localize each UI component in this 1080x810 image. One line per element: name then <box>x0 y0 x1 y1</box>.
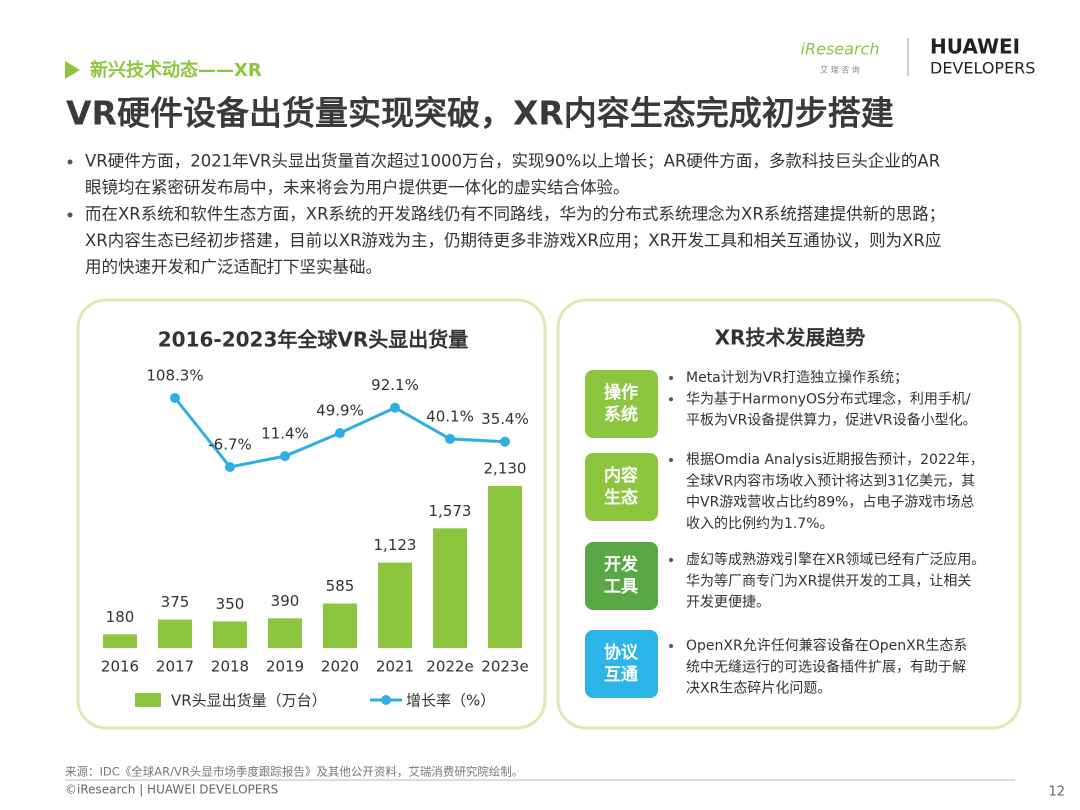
bullet-text: XR内容生态已经初步搭建，目前以XR游戏为主，仍期待更多非游戏XR应用；XR开发… <box>85 231 941 250</box>
bar-value-label: 350 <box>216 595 245 613</box>
bar <box>488 486 522 648</box>
trend-badge <box>585 453 658 521</box>
trend-badge-label: 内容 <box>604 465 638 486</box>
logo-partner-sub: DEVELOPERS <box>930 59 1035 78</box>
trend-badge-label: 协议 <box>604 642 639 663</box>
trend-bullet-text: 华为基于HarmonyOS分布式理念，利用手机/ <box>686 390 971 407</box>
x-tick-label: 2018 <box>211 658 249 676</box>
trend-bullet-dot <box>669 458 673 462</box>
legend-swatch <box>135 693 161 707</box>
bar <box>433 528 467 648</box>
trend-bullet-text: Meta计划为VR打造独立操作系统； <box>686 369 908 386</box>
trend-badge-label: 开发 <box>604 554 639 575</box>
x-tick-label: 2017 <box>156 658 194 676</box>
bar-value-label: 180 <box>106 608 135 626</box>
bar-value-label: 585 <box>326 577 355 595</box>
bar-value-label: 1,573 <box>429 502 472 520</box>
trend-badge-label: 互通 <box>604 665 638 685</box>
growth-point <box>280 451 290 462</box>
trend-bullet-dot <box>669 558 673 562</box>
trend-bullet-text: 统中无缝运行的可选设备插件扩展，有助于解 <box>686 658 966 675</box>
growth-value-label: 108.3% <box>146 367 203 385</box>
growth-point <box>500 436 510 447</box>
trend-badge-label: 工具 <box>604 577 638 597</box>
bullet-text: 用的快速开发和广泛适配打下坚实基础。 <box>85 258 382 277</box>
growth-value-label: 49.9% <box>316 402 364 420</box>
x-tick-label: 2016 <box>101 658 139 676</box>
bullet-text: VR硬件方面，2021年VR头显出货量首次超过1000万台，实现90%以上增长；… <box>85 152 940 171</box>
trend-bullet-dot <box>669 644 673 648</box>
growth-point <box>225 462 235 472</box>
trend-badge-label: 系统 <box>604 404 638 425</box>
x-tick-label: 2020 <box>321 658 359 676</box>
section-label: 新兴技术动态——XR <box>90 59 262 81</box>
x-tick-label: 2021 <box>376 658 414 676</box>
bar-value-label: 2,130 <box>484 460 527 478</box>
trend-bullet-text: 平板为VR设备提供算力，促进VR设备小型化。 <box>686 412 977 429</box>
page-title: VR硬件设备出货量实现突破，XR内容生态完成初步搭建 <box>66 94 894 133</box>
legend-label: 增长率（%） <box>406 692 495 710</box>
trend-bullet-text: 中VR游戏营收占比约89%，占电子游戏市场总 <box>686 494 974 511</box>
bar-value-label: 390 <box>271 592 300 610</box>
trend-bullet-text: 全球VR内容市场收入预计将达到31亿美元，其 <box>686 472 975 489</box>
trend-bullet-text: 根据Omdia Analysis近期报告预计，2022年， <box>686 452 984 468</box>
x-tick-label: 2019 <box>266 658 304 676</box>
bullet-text: 而在XR系统和软件生态方面，XR系统的开发路线仍有不同路线，华为的分布式系统理念… <box>85 204 945 224</box>
bar <box>378 562 412 648</box>
page-number: 12 <box>1048 785 1065 800</box>
trend-bullet-dot <box>669 376 673 380</box>
bar <box>213 621 247 648</box>
trend-bullet-text: 华为等厂商专门为XR提供开发的工具，让相关 <box>686 572 971 589</box>
growth-value-label: 11.4% <box>261 425 309 443</box>
chart-title: 2016-2023年全球VR头显出货量 <box>158 328 469 352</box>
bar <box>103 634 137 648</box>
trend-bullet-text: 虚幻等成熟游戏引擎在XR领域已经有广泛应用。 <box>686 551 985 568</box>
trends-panel <box>556 298 1022 730</box>
growth-point <box>445 433 455 444</box>
bar-value-label: 1,123 <box>374 536 417 554</box>
logo-brand: iResearch <box>801 40 880 59</box>
trend-bullet-text: 收入的比例约为1.7%。 <box>686 516 834 532</box>
legend-point <box>381 695 391 705</box>
growth-value-label: -6.7% <box>208 436 252 454</box>
trend-badge-label: 操作 <box>604 382 638 403</box>
logo-partner: HUAWEI <box>930 35 1020 59</box>
x-tick-label: 2023e <box>481 658 528 676</box>
trend-bullet-text: OpenXR允许任何兼容设备在OpenXR生态系 <box>686 637 967 654</box>
bullet-dot <box>67 212 73 218</box>
bullet-text: 眼镜均在紧密研发布局中，未来将会为用户提供更一体化的虚实结合体验。 <box>85 178 630 197</box>
trends-title: XR技术发展趋势 <box>715 326 866 350</box>
bar-value-label: 375 <box>161 593 190 611</box>
trend-badge <box>585 542 658 610</box>
bar <box>158 619 192 648</box>
chart-panel <box>76 298 547 730</box>
growth-value-label: 92.1% <box>371 376 419 394</box>
trend-badge <box>585 370 658 438</box>
section-arrow <box>65 61 80 79</box>
trend-bullet-text: 决XR生态碎片化问题。 <box>686 681 831 697</box>
copyright: ©iResearch | HUAWEI DEVELOPERS <box>65 783 278 797</box>
source-note: 来源：IDC《全球AR/VR头显市场季度跟踪报告》及其他公开资料，艾瑞消费研究院… <box>65 765 523 779</box>
trend-badge <box>585 630 658 698</box>
growth-value-label: 35.4% <box>481 410 529 428</box>
growth-point <box>390 402 400 413</box>
x-tick-label: 2022e <box>426 658 473 676</box>
logo-brand-sub: 艾 瑞 咨 询 <box>820 65 860 75</box>
trend-bullet-dot <box>669 397 673 402</box>
trend-badge-label: 生态 <box>604 487 638 508</box>
legend-label: VR头显出货量（万台） <box>171 692 327 710</box>
bar <box>323 603 357 648</box>
growth-value-label: 40.1% <box>426 407 474 425</box>
trend-bullet-text: 开发更便捷。 <box>686 595 770 611</box>
growth-point <box>170 393 180 403</box>
bullet-dot <box>67 159 73 165</box>
growth-point <box>335 428 345 439</box>
bar <box>268 618 302 648</box>
